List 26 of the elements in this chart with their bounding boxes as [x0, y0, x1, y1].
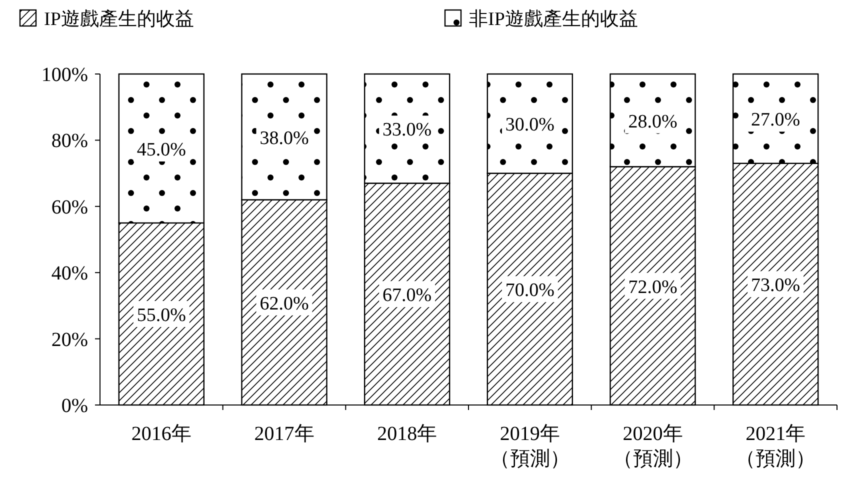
- y-tick-label: 20%: [51, 328, 88, 351]
- x-tick-label: 2019年（預測）: [490, 423, 570, 470]
- x-tick-label: 2021年（預測）: [736, 423, 816, 470]
- y-tick-label: 100%: [41, 64, 88, 86]
- data-label: 38.0%: [260, 128, 309, 149]
- data-label: 27.0%: [751, 110, 800, 131]
- x-tick-label: 2017年: [254, 423, 314, 445]
- x-tick-label: 2018年: [377, 423, 438, 445]
- y-tick-label: 40%: [51, 262, 88, 285]
- data-label: 62.0%: [260, 293, 309, 314]
- data-label: 33.0%: [382, 120, 432, 141]
- data-label: 73.0%: [751, 275, 800, 296]
- data-label: 70.0%: [505, 280, 555, 302]
- x-tick-label: 2016年: [131, 423, 192, 445]
- legend-label: IP遊戲產生的收益: [44, 9, 194, 30]
- data-label: 28.0%: [628, 111, 678, 132]
- legend-label: 非IP遊戲產生的收益: [469, 9, 638, 30]
- data-label: 72.0%: [628, 276, 678, 298]
- data-label: 67.0%: [382, 285, 432, 306]
- y-tick-label: 80%: [51, 130, 88, 152]
- y-tick-label: 60%: [51, 196, 88, 218]
- data-label: 30.0%: [505, 114, 555, 136]
- y-tick-label: 0%: [61, 395, 88, 417]
- x-tick-label: 2020年（預測）: [612, 423, 693, 470]
- data-label: 55.0%: [136, 304, 186, 326]
- data-label: 45.0%: [136, 139, 186, 160]
